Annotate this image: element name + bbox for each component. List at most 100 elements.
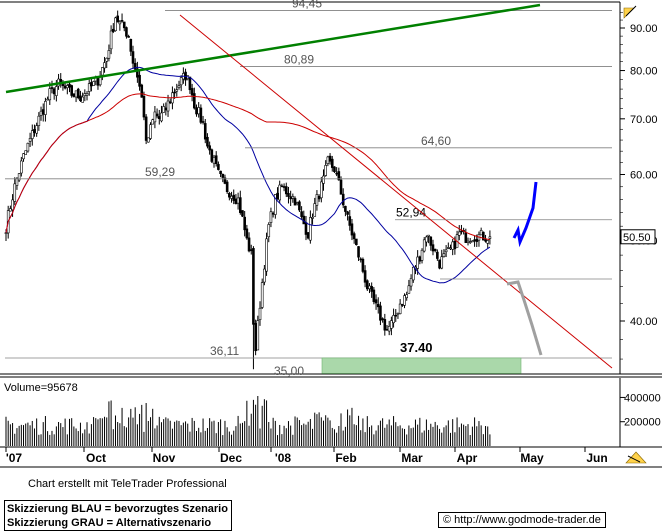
candle-body (447, 247, 450, 249)
candle-body (258, 307, 262, 320)
x-tick-label: Oct (86, 451, 106, 465)
candle-body (41, 109, 45, 115)
candle-body (418, 256, 422, 262)
candle-body (394, 314, 398, 317)
copyright-box[interactable]: © http://www.godmode-trader.de (438, 512, 606, 528)
candle-body (482, 231, 485, 241)
candle-body (403, 295, 406, 306)
candle-body (464, 232, 468, 243)
candle-body (436, 251, 439, 259)
candle-body (407, 285, 411, 294)
candle-body (206, 136, 209, 147)
copyright-url[interactable]: http://www.godmode-trader.de (454, 514, 601, 526)
candle-body (217, 164, 220, 170)
candle-body (72, 93, 76, 97)
candle-body (317, 195, 321, 200)
copyright-icon: © (443, 514, 452, 526)
candle-body (30, 130, 34, 139)
candle-body (401, 304, 404, 306)
candle-body (168, 101, 172, 104)
candle-body (66, 85, 69, 89)
candle-body (15, 178, 19, 186)
candle-body (177, 85, 181, 88)
chart-scroll-icon[interactable] (625, 451, 647, 464)
candle-body (379, 305, 382, 321)
candle-body (396, 312, 400, 315)
candle-body (355, 238, 358, 246)
y-tick-label: 90.00 (630, 23, 658, 35)
candle-body (359, 258, 363, 261)
x-tick-label: Feb (335, 451, 356, 465)
candle-body (278, 184, 282, 201)
level-label: 35,00 (274, 364, 304, 378)
candle-body (368, 285, 371, 290)
candle-body (13, 183, 17, 202)
y-tick-label: 80.00 (630, 66, 658, 78)
candle-body (109, 30, 113, 50)
candle-body (420, 249, 424, 261)
candle-body (35, 125, 38, 134)
last-price-badge (620, 229, 656, 245)
candle-body (11, 199, 14, 211)
x-tick-label: Nov (153, 451, 176, 465)
candle-body (409, 278, 413, 287)
candle-body (392, 315, 395, 324)
candle-body (471, 240, 474, 243)
candle-body (79, 95, 82, 102)
candle-body (433, 248, 437, 251)
candle-body (484, 239, 487, 242)
candle-body (81, 96, 84, 103)
candle-body (357, 246, 360, 258)
candle-body (247, 237, 251, 252)
candle-body (129, 38, 133, 52)
chart-credit: Chart erstellt mit TeleTrader Profession… (28, 478, 227, 490)
candle-body (282, 186, 286, 188)
candle-body (346, 211, 349, 215)
candle-body (488, 236, 492, 239)
candle-body (83, 93, 87, 96)
candle-body (90, 82, 93, 87)
candle-body (322, 175, 325, 184)
candle-body (320, 181, 323, 199)
candle-body (28, 138, 32, 142)
candle-body (313, 203, 317, 217)
candle-body (311, 216, 314, 219)
candle-body (328, 155, 332, 162)
candle-body (136, 68, 139, 78)
moving-average-long (5, 93, 490, 241)
candle-body (344, 205, 347, 212)
support-zone (321, 357, 522, 374)
candle-body (291, 196, 295, 199)
candle-body (427, 234, 430, 237)
candle-body (337, 171, 341, 181)
candle-body (175, 89, 179, 92)
price-axis-scale-icon[interactable] (623, 5, 637, 19)
candle-body (333, 166, 336, 173)
candle-body (249, 249, 253, 251)
candle-body (398, 303, 402, 315)
candle-body (203, 123, 207, 140)
candle-body (22, 153, 25, 160)
candle-body (96, 78, 100, 86)
x-tick-label: '07 (6, 451, 23, 465)
candle-body (228, 193, 231, 198)
candle-body (370, 286, 373, 292)
candle-body (197, 107, 200, 115)
candle-body (372, 289, 376, 303)
candle-body (131, 51, 135, 64)
candle-body (449, 247, 452, 250)
uptrend-line (5, 3, 541, 94)
volume-label: Volume=95678 (4, 382, 78, 394)
level-label: 36,11 (210, 344, 239, 358)
candle-body (352, 233, 356, 240)
candle-body (20, 160, 23, 174)
candle-body (87, 83, 91, 92)
y-tick-label: 70.00 (630, 114, 658, 126)
candle-body (24, 150, 28, 155)
candle-body (293, 198, 297, 206)
volume-tick-label: 200000 (624, 417, 661, 429)
candle-body (460, 230, 463, 233)
volume-tick-label: 400000 (624, 392, 661, 404)
candle-body (74, 90, 78, 98)
candle-body (199, 107, 203, 123)
